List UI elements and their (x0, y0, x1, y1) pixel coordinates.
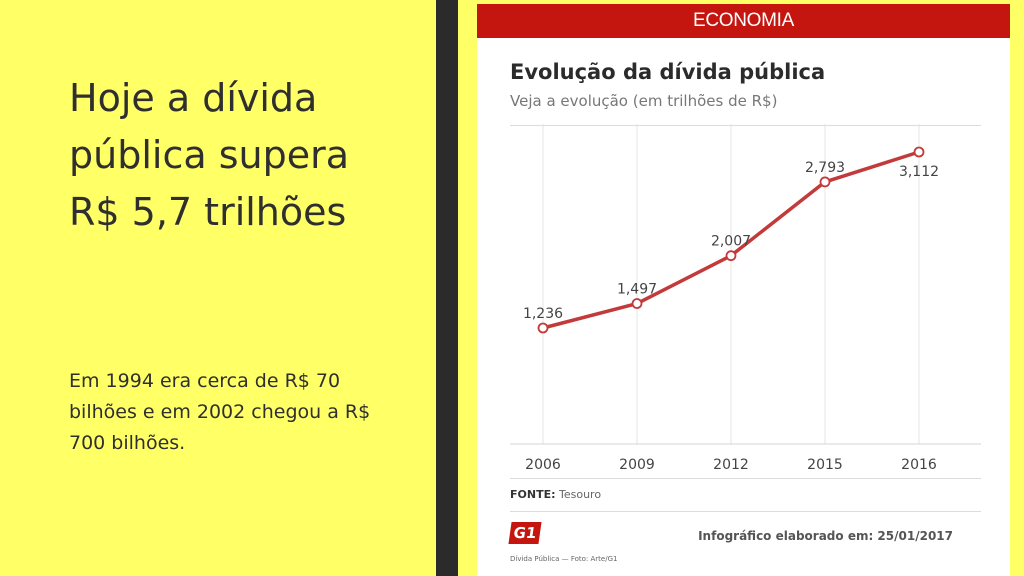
x-tick-label-2016: 2016 (901, 457, 937, 473)
grid-layer (542, 124, 920, 444)
data-label-2006: 1,236 (523, 306, 563, 322)
chart-subtitle: Veja a evolução (em trilhões de R$) (510, 92, 778, 110)
x-tick-label-2012: 2012 (713, 457, 749, 473)
left-panel: Hoje a dívida pública supera R$ 5,7 tril… (0, 0, 436, 576)
axis-layer: 2006 2009 2012 2015 2016 (510, 443, 981, 473)
footer-divider-bottom (510, 511, 981, 512)
x-tick-label-2015: 2015 (807, 457, 843, 473)
label-layer: 1,236 1,497 2,007 2,793 3,112 (523, 160, 939, 322)
data-label-2012: 2,007 (711, 234, 751, 250)
section-banner[interactable]: ECONOMIA (477, 4, 1010, 38)
source-label: FONTE: (510, 488, 556, 501)
g1-logo[interactable]: G1 (508, 522, 542, 544)
footer-divider-top (510, 478, 981, 479)
line-chart: 2006 2009 2012 2015 2016 1,236 1,497 2,007 2,79… (510, 124, 981, 473)
data-point-2009 (631, 298, 643, 309)
body-text: Em 1994 era cerca de R$ 70 bilhões e em … (69, 370, 371, 454)
x-tick-label-2006: 2006 (525, 457, 561, 473)
data-point-2015 (819, 176, 831, 188)
title-divider (510, 125, 981, 126)
photo-caption: Dívida Pública — Foto: Arte/G1 (510, 555, 618, 563)
data-label-2009: 1,497 (617, 282, 657, 298)
infographic-card: ECONOMIA Evolução da dívida pública Veja… (477, 4, 1010, 576)
divider-bar (436, 0, 458, 576)
x-tick-label-2009: 2009 (619, 457, 655, 473)
data-label-2015: 2,793 (805, 160, 845, 176)
data-point-2016 (913, 146, 925, 158)
source-value: Tesouro (559, 488, 602, 501)
chart-title: Evolução da dívida pública (510, 60, 826, 84)
headline: Hoje a dívida pública supera R$ 5,7 tril… (69, 76, 349, 234)
data-point-2006 (537, 322, 549, 334)
infographic-credit: Infográfico elaborado em: 25/01/2017 (698, 529, 953, 543)
data-label-2016: 3,112 (899, 164, 939, 180)
source-line: FONTE: Tesouro (510, 488, 601, 501)
data-point-2012 (725, 250, 737, 262)
point-layer (537, 146, 925, 334)
